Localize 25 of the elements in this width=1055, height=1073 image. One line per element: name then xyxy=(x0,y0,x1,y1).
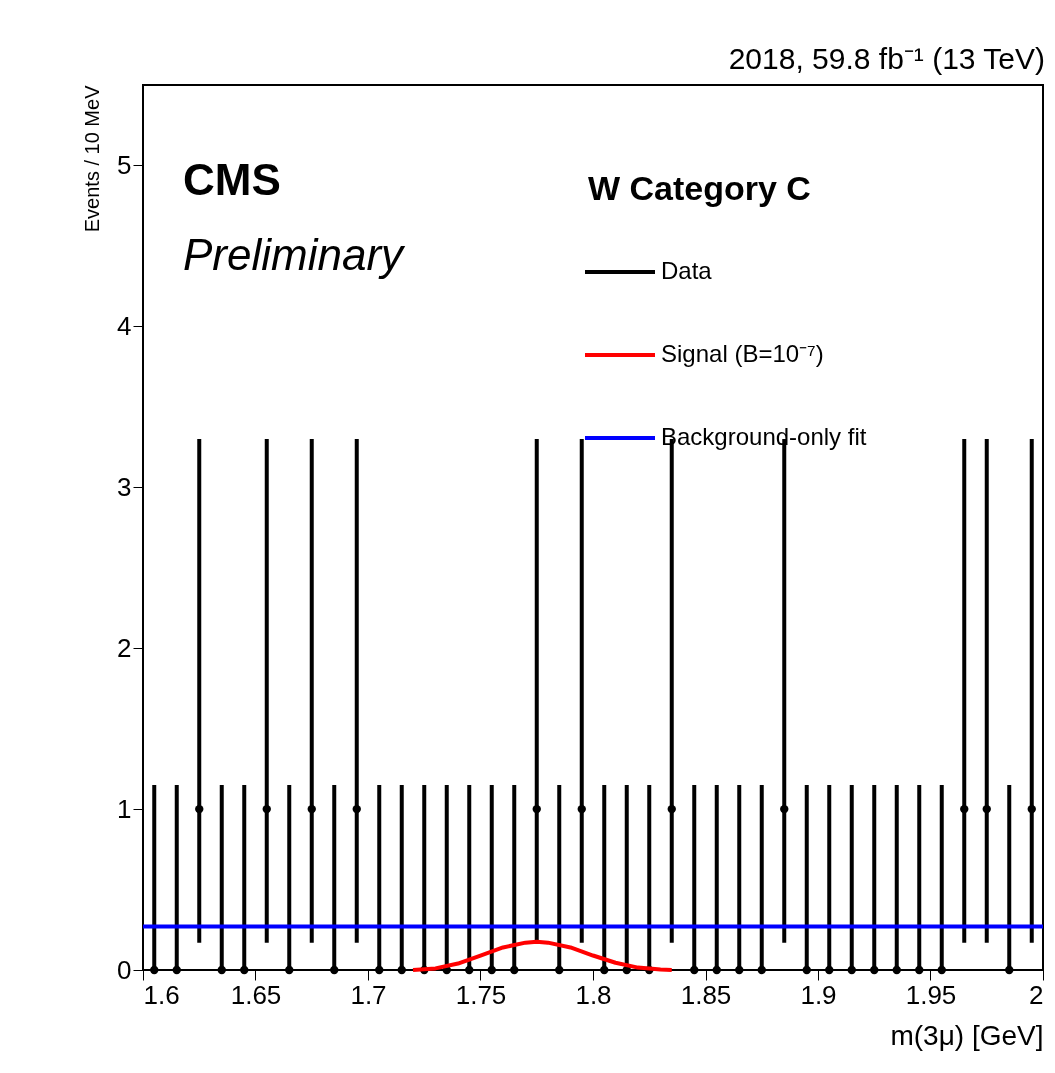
y-tick-label: 5 xyxy=(117,149,132,180)
annotation: Preliminary xyxy=(183,230,407,279)
y-tick-label: 3 xyxy=(117,471,132,502)
chart-title: 2018, 59.8 fb⁻¹ (13 TeV) xyxy=(728,42,1045,75)
x-tick-label: 1.65 xyxy=(230,979,282,1010)
y-tick-label: 4 xyxy=(117,310,132,341)
y-tick-label: 1 xyxy=(117,793,132,824)
x-tick-label: 1.85 xyxy=(680,979,732,1010)
x-tick-label: 1.9 xyxy=(800,979,837,1010)
legend-label: Data xyxy=(661,257,713,284)
x-tick-label: 2 xyxy=(1029,979,1044,1010)
annotation: W Category C xyxy=(588,169,811,207)
line-series xyxy=(411,939,674,972)
x-tick-label: 1.95 xyxy=(905,979,957,1010)
legend-label: Signal (B=10⁻⁷) xyxy=(661,340,824,367)
annotation: CMS xyxy=(183,155,281,204)
x-tick-label: 1.7 xyxy=(350,979,387,1010)
x-axis-title: m(3μ) [GeV] xyxy=(890,1019,1044,1051)
x-tick-label: 1.8 xyxy=(575,979,612,1010)
x-tick-label: 1.75 xyxy=(455,979,507,1010)
y-tick-label: 2 xyxy=(117,632,132,663)
y-axis-title: Events / 10 MeV xyxy=(81,84,104,233)
y-tick-label: 0 xyxy=(117,954,132,985)
x-tick-label: 1.6 xyxy=(143,979,180,1010)
legend-label: Background-only fit xyxy=(661,423,867,450)
